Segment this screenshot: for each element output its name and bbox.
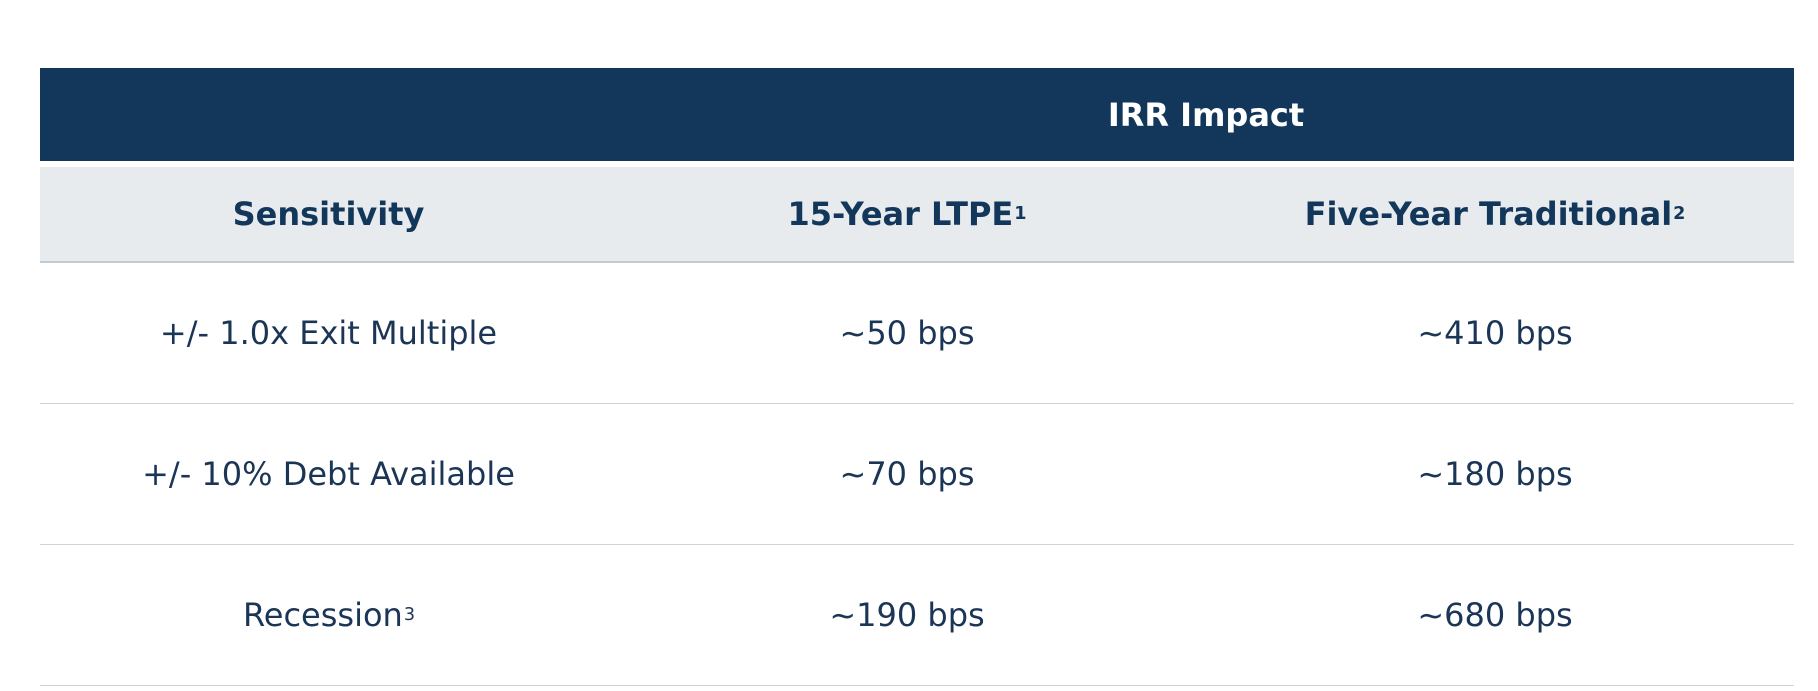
row-sensitivity-label: +/- 1.0x Exit Multiple xyxy=(159,314,498,352)
row-sensitivity-label: +/- 10% Debt Available xyxy=(142,455,515,493)
header-traditional: Five-Year Traditional 2 xyxy=(1304,195,1686,233)
table-banner: IRR Impact xyxy=(40,68,1794,161)
banner-spacer xyxy=(40,68,618,161)
irr-sensitivity-table: IRR Impact Sensitivity 15-Year LTPE 1 Fiv… xyxy=(40,68,1794,686)
table-row: +/- 1.0x Exit Multiple ~50 bps ~410 bps xyxy=(40,263,1794,404)
banner-title: IRR Impact xyxy=(1107,95,1305,134)
header-ltpe: 15-Year LTPE 1 xyxy=(787,195,1027,233)
header-ltpe-label: 15-Year LTPE xyxy=(787,195,1014,233)
table-row: +/- 10% Debt Available ~70 bps ~180 bps xyxy=(40,404,1794,545)
column-header-row: Sensitivity 15-Year LTPE 1 Five-Year Trad… xyxy=(40,167,1794,263)
row-traditional-value: ~410 bps xyxy=(1417,314,1573,352)
header-sensitivity-label: Sensitivity xyxy=(232,195,425,233)
row-sensitivity-label: Recession xyxy=(242,596,403,634)
row-ltpe-value: ~50 bps xyxy=(839,314,975,352)
row-traditional-value: ~180 bps xyxy=(1417,455,1573,493)
row-ltpe-value: ~190 bps xyxy=(829,596,985,634)
row-ltpe-value: ~70 bps xyxy=(839,455,975,493)
row-sensitivity: +/- 1.0x Exit Multiple xyxy=(40,263,618,403)
header-traditional-label: Five-Year Traditional xyxy=(1304,195,1673,233)
header-sensitivity: Sensitivity xyxy=(40,167,618,261)
row-sensitivity: Recession 3 xyxy=(242,596,416,634)
row-traditional-value: ~680 bps xyxy=(1417,596,1573,634)
table-row: Recession 3 ~190 bps ~680 bps xyxy=(40,545,1794,686)
row-sensitivity: +/- 10% Debt Available xyxy=(40,404,618,544)
banner-gap xyxy=(40,161,1794,167)
